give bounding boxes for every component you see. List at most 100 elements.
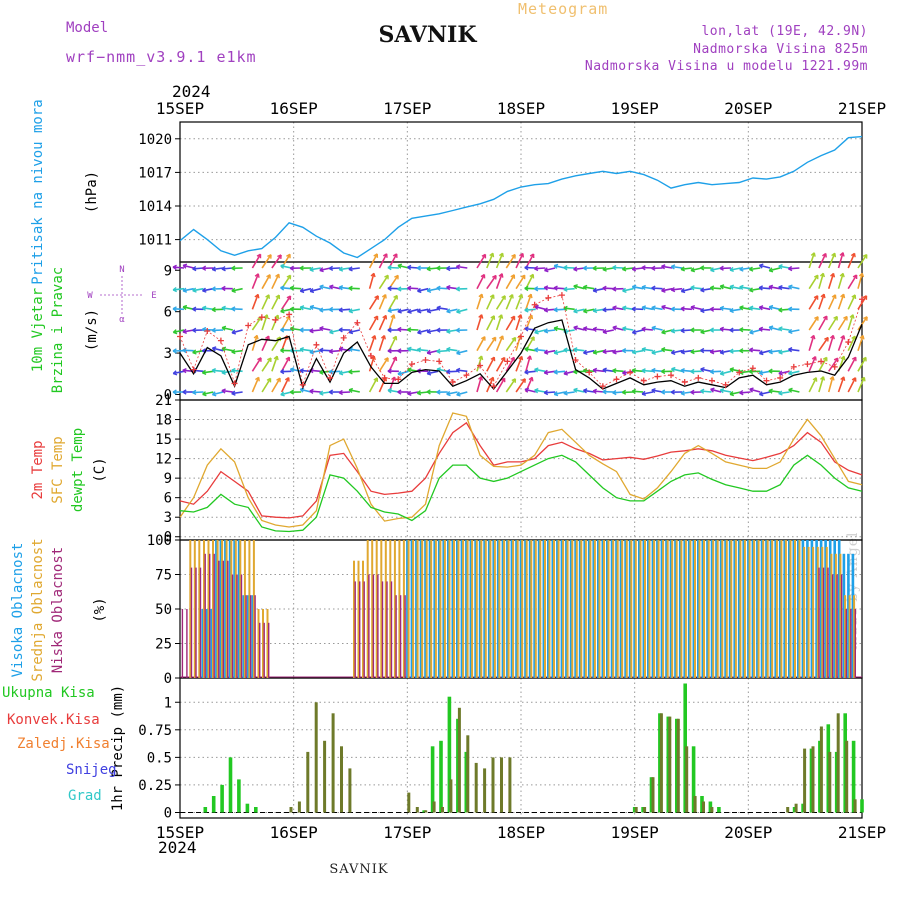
wind-arrow-head — [719, 326, 724, 332]
wind-arrow — [534, 348, 546, 352]
wind-arrow-head — [348, 329, 354, 335]
total-precip-bar — [211, 796, 216, 813]
wind-arrow — [759, 306, 771, 311]
wind-arrow — [515, 253, 524, 269]
wind-arrow-head — [436, 348, 441, 354]
wind-arrow-head — [390, 314, 396, 319]
wind-arrow-head — [612, 325, 617, 331]
mid-cloud-bar — [216, 540, 219, 678]
wind-arrow — [808, 295, 819, 310]
mid-cloud-bar — [571, 540, 574, 678]
wind-arrow-head — [182, 367, 187, 374]
wind-arrow-head — [534, 367, 539, 373]
wind-arrow — [329, 267, 341, 270]
wind-arrow — [456, 265, 468, 269]
wind-arrow — [476, 253, 487, 269]
wind-arrow-head — [511, 378, 517, 383]
wind-arrow — [436, 368, 448, 373]
wind-arrow-head — [373, 253, 379, 258]
wind-arrow — [212, 369, 224, 373]
wind-arrow — [837, 316, 848, 331]
wind-arrow-head — [768, 349, 773, 355]
mid-cloud-bar — [812, 546, 815, 678]
wind-arrow — [681, 287, 693, 293]
wind-arrow-head — [182, 347, 187, 354]
wind-arrow-head — [319, 267, 324, 273]
wind-arrow — [427, 287, 439, 292]
wind-arrow-head — [426, 328, 432, 335]
wind-arrow-head — [299, 305, 305, 311]
low-cloud-bar — [204, 553, 206, 678]
wind-arrow-head — [416, 265, 421, 271]
wind-arrow — [661, 348, 673, 352]
wind-gust-point — [449, 379, 456, 386]
temp-axis-title: 2m Temp — [30, 440, 46, 499]
wind-arrow-head — [309, 328, 314, 334]
mid-cloud-bar — [443, 540, 446, 678]
wind-arrow-head — [489, 252, 495, 258]
wind-arrow — [818, 273, 825, 289]
wind-arrow-head — [719, 265, 724, 271]
wind-arrow-head — [480, 336, 486, 341]
wind-arrow-head — [788, 284, 793, 290]
convective-precip-bar — [306, 751, 310, 813]
low-cloud-bar — [236, 574, 238, 678]
wind-arrow — [583, 286, 595, 290]
wind-arrow-head — [492, 274, 497, 280]
mid-cloud-bar — [753, 540, 756, 678]
mid-cloud-bar — [630, 540, 633, 678]
wind-arrow-head — [526, 355, 532, 360]
wind-arrow — [651, 326, 663, 331]
wind-arrow — [378, 335, 386, 351]
wind-arrow — [231, 349, 243, 353]
wind-arrow — [290, 287, 302, 290]
mid-cloud-bar — [525, 540, 528, 678]
y-tick-label: 18 — [155, 413, 172, 429]
wind-arrow-head — [254, 376, 260, 382]
wind-arrow-head — [397, 326, 402, 333]
wind-arrow — [837, 273, 844, 289]
wind-arrow-head — [631, 349, 637, 355]
wind-arrow — [446, 308, 458, 313]
low-cloud-bar — [231, 574, 234, 678]
day-label-top: 19SEP — [611, 99, 659, 118]
wind-arrow-head — [840, 293, 846, 299]
high-cloud-bar — [656, 540, 659, 678]
pressure-axis-unit: (hPa) — [84, 171, 100, 213]
wind-arrow-head — [820, 376, 826, 381]
wind-arrow-head — [592, 287, 598, 293]
wind-arrow — [847, 252, 856, 269]
y-tick-label: 0.5 — [147, 750, 172, 766]
wind-arrow — [319, 285, 331, 290]
wind-arrow-head — [407, 264, 412, 271]
high-cloud-bar — [710, 540, 714, 678]
y-tick-label: 6 — [164, 491, 172, 507]
wind-arrow-head — [446, 328, 451, 334]
temp-2m-series-line — [179, 421, 863, 519]
low-cloud-bar — [845, 609, 847, 678]
wind-arrow — [446, 329, 458, 333]
y-tick-label: 1017 — [138, 165, 172, 181]
wind-arrow — [505, 274, 515, 290]
wind-arrow — [378, 294, 387, 310]
wind-arrow-head — [348, 266, 353, 272]
wind-arrow-head — [172, 370, 178, 376]
wind-arrow-head — [524, 307, 529, 313]
wind-arrow — [729, 285, 741, 290]
wind-arrow-head — [680, 306, 685, 312]
convective-precip-bar — [474, 762, 478, 813]
wind-arrow-head — [446, 308, 451, 314]
wind-arrow — [818, 315, 828, 331]
wind-arrow-head — [518, 293, 524, 299]
wind-arrow-head — [275, 294, 281, 300]
wind-arrow-head — [758, 305, 764, 311]
wind-arrow-head — [275, 273, 280, 279]
wind-arrow — [759, 328, 771, 331]
mid-cloud-bar — [789, 540, 792, 678]
wind-arrow — [309, 287, 321, 293]
high-cloud-bar — [719, 540, 723, 678]
wind-arrow — [397, 308, 409, 313]
wind-arrow — [427, 308, 439, 313]
mid-cloud-bar — [557, 540, 560, 678]
wind-arrow — [808, 316, 819, 331]
